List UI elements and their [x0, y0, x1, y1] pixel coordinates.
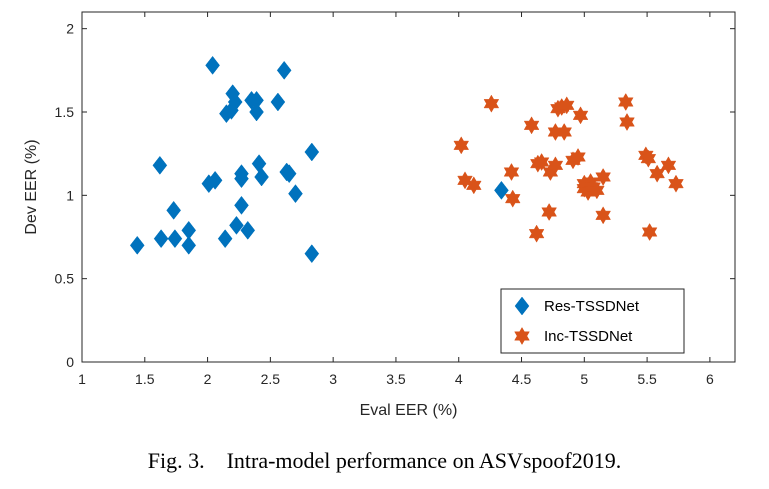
data-point-inc-tssdnet — [640, 149, 657, 168]
data-point-inc-tssdnet — [547, 156, 564, 175]
data-point-res-tssdnet — [251, 154, 267, 174]
data-point-inc-tssdnet — [504, 189, 521, 208]
data-point-inc-tssdnet — [619, 112, 635, 132]
data-point-inc-tssdnet — [589, 181, 605, 200]
legend-marker-shape — [514, 296, 530, 316]
data-point-inc-tssdnet — [528, 224, 545, 243]
x-tick-label: 4.5 — [512, 371, 532, 387]
x-tick-label: 4 — [455, 371, 463, 387]
data-point-res-tssdnet — [153, 229, 169, 249]
data-point-inc-tssdnet — [466, 176, 482, 195]
y-tick-label: 1.5 — [55, 104, 75, 120]
legend-marker-res-tssdnet — [514, 296, 530, 316]
x-tick-label: 5.5 — [637, 371, 657, 387]
y-tick-label: 2 — [66, 21, 74, 37]
data-point-res-tssdnet — [234, 195, 249, 215]
figure-label: Fig. 3. — [147, 448, 205, 473]
y-tick-label: 0.5 — [55, 271, 75, 287]
data-point-res-tssdnet — [234, 164, 249, 184]
data-point-inc-tssdnet — [668, 174, 684, 193]
scatter-chart: 1 1.5 2 2.5 3 3.5 4 4.5 5 5.5 6 0 0.5 1 1.5 2 Eval EER… — [23, 11, 736, 419]
data-point-res-tssdnet — [288, 184, 303, 204]
figure-caption: Fig. 3. Intra-model performance on ASVspo… — [0, 448, 769, 474]
x-tick-label: 2.5 — [261, 371, 281, 387]
data-point-res-tssdnet — [229, 215, 244, 235]
data-point-inc-tssdnet — [483, 94, 500, 113]
data-point-inc-tssdnet — [595, 167, 611, 187]
x-tick-label: 2 — [204, 371, 212, 387]
data-point-res-tssdnet — [166, 200, 181, 220]
data-point-res-tssdnet — [207, 170, 223, 190]
data-point-res-tssdnet — [227, 92, 243, 112]
data-point-inc-tssdnet — [523, 116, 540, 135]
x-tick-label: 3.5 — [386, 371, 406, 387]
x-tick-label: 1 — [78, 371, 86, 387]
legend-label-res-tssdnet: Res-TSSDNet — [544, 298, 640, 315]
data-point-inc-tssdnet — [595, 206, 611, 225]
data-point-res-tssdnet — [181, 235, 197, 255]
data-point-res-tssdnet — [254, 167, 269, 187]
data-point-res-tssdnet — [249, 102, 264, 122]
data-point-inc-tssdnet — [503, 162, 520, 182]
plot-frame — [81, 11, 736, 363]
data-point-res-tssdnet — [205, 55, 220, 75]
data-point-inc-tssdnet — [533, 152, 550, 172]
data-point-inc-tssdnet — [570, 147, 586, 167]
legend-box — [500, 288, 685, 354]
data-point-inc-tssdnet — [556, 122, 573, 142]
data-point-res-tssdnet — [129, 235, 145, 255]
legend-marker-shape — [514, 326, 530, 346]
x-axis-label: Eval EER (%) — [360, 402, 458, 419]
data-point-inc-tssdnet — [541, 202, 557, 222]
data-point-res-tssdnet — [217, 229, 233, 249]
data-point-res-tssdnet — [167, 229, 183, 249]
y-tick-label: 0 — [66, 354, 74, 370]
legend-label-inc-tssdnet: Inc-TSSDNet — [544, 328, 633, 345]
data-point-res-tssdnet — [240, 220, 256, 240]
y-axis-label: Dev EER (%) — [23, 139, 40, 234]
data-point-inc-tssdnet — [572, 106, 589, 125]
y-axis-ticks: 0 0.5 1 1.5 2 — [55, 21, 735, 370]
x-tick-label: 1.5 — [135, 371, 155, 387]
legend: Res-TSSDNet Inc-TSSDNet — [500, 288, 685, 354]
data-point-inc-tssdnet — [558, 96, 575, 115]
x-tick-label: 6 — [706, 371, 714, 387]
data-points — [129, 55, 684, 264]
data-point-inc-tssdnet — [660, 156, 677, 175]
data-point-res-tssdnet — [152, 155, 168, 175]
x-tick-label: 3 — [329, 371, 337, 387]
y-tick-label: 1 — [66, 187, 74, 203]
figure-caption-text: Intra-model performance on ASVspoof2019. — [226, 448, 622, 473]
x-axis-ticks: 1 1.5 2 2.5 3 3.5 4 4.5 5 5.5 6 — [78, 12, 714, 387]
data-point-res-tssdnet — [281, 164, 297, 184]
data-point-inc-tssdnet — [617, 92, 634, 112]
x-tick-label: 5 — [580, 371, 588, 387]
data-point-inc-tssdnet — [641, 222, 658, 242]
data-point-inc-tssdnet — [453, 136, 470, 155]
data-point-res-tssdnet — [304, 244, 320, 264]
data-point-res-tssdnet — [304, 142, 320, 162]
plot-area-border — [81, 11, 736, 363]
data-point-res-tssdnet — [494, 180, 509, 200]
data-point-res-tssdnet — [276, 60, 292, 80]
data-point-res-tssdnet — [270, 92, 286, 112]
legend-marker-inc-tssdnet — [514, 326, 530, 346]
